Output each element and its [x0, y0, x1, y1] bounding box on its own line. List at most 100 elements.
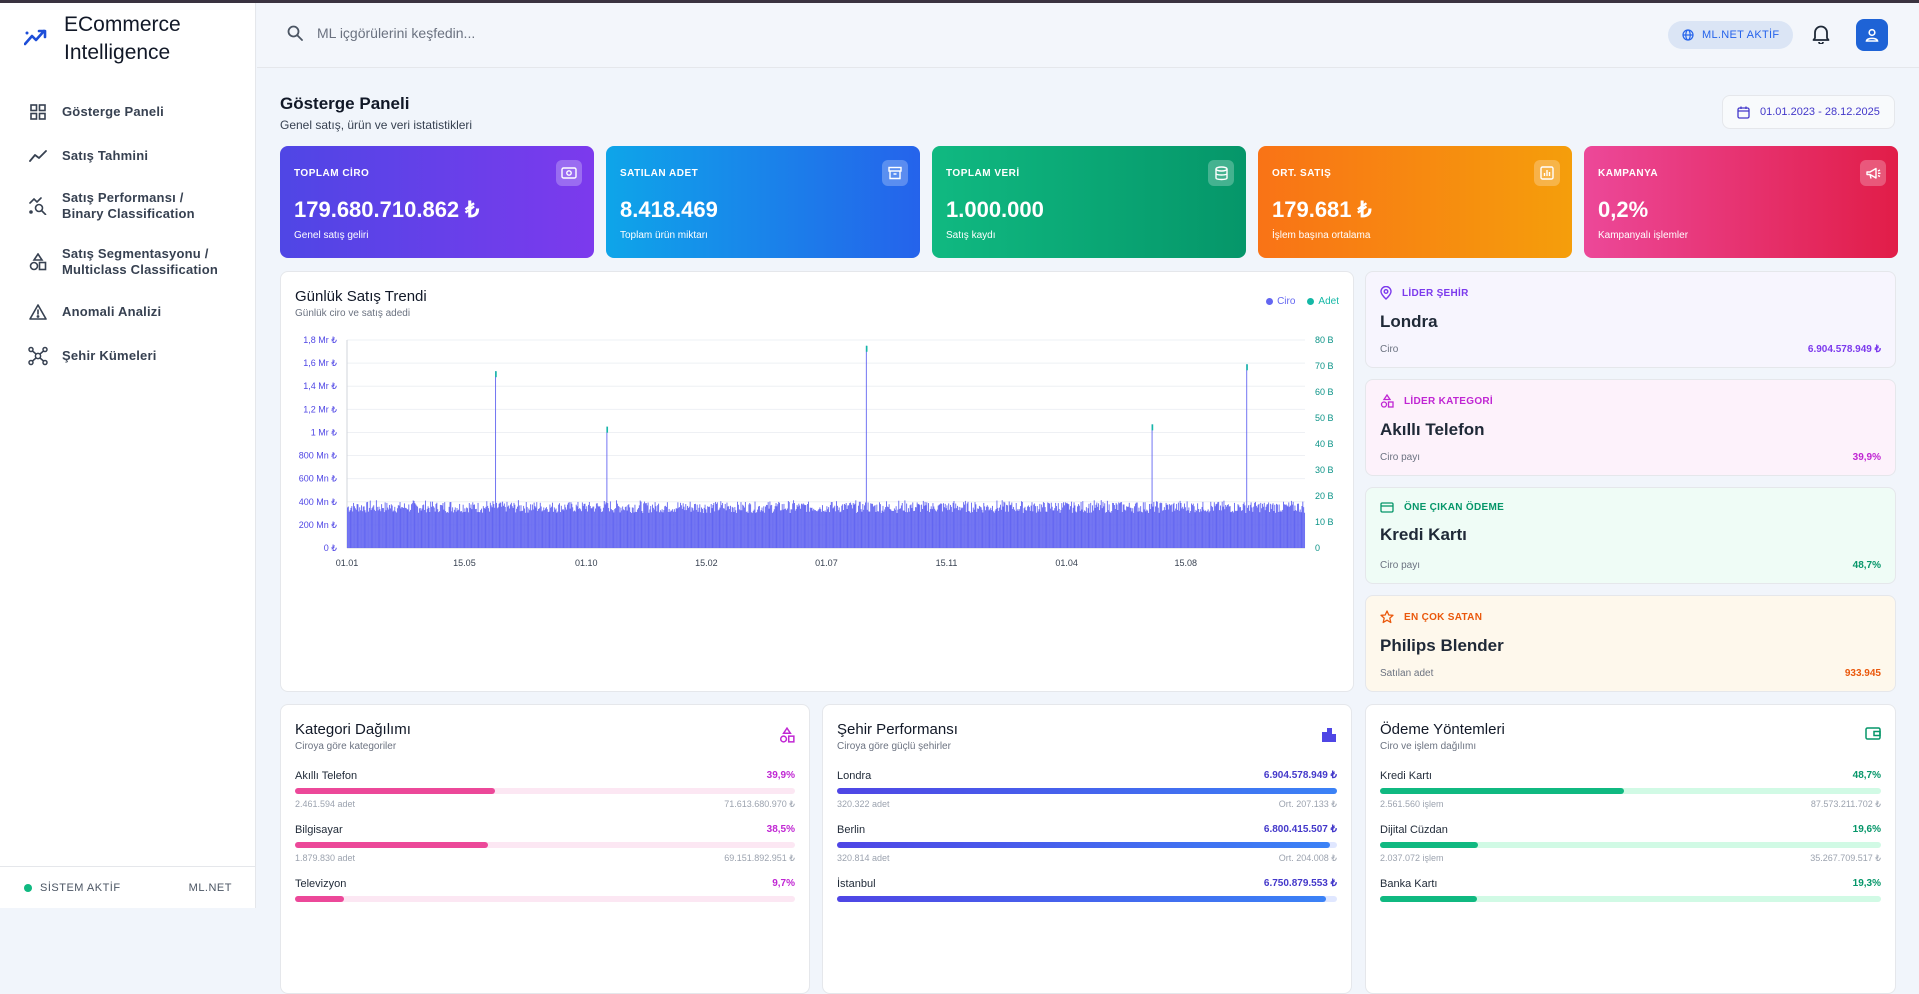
search-input[interactable]	[317, 25, 717, 41]
list-item[interactable]: Kredi Kartı 48,7% 2.561.560 işlem 87.573.21…	[1380, 770, 1881, 810]
ciro-bar	[672, 509, 674, 548]
ciro-bar	[502, 501, 504, 548]
ciro-bar	[1018, 510, 1020, 548]
sidebar-item-dashboard[interactable]: Gösterge Paneli	[0, 90, 256, 134]
ciro-bar	[1241, 510, 1242, 548]
ciro-bar	[750, 504, 752, 548]
date-range-picker[interactable]: 01.01.2023 - 28.12.2025	[1722, 95, 1895, 129]
ciro-bar	[448, 506, 450, 548]
ciro-bar	[474, 509, 476, 548]
ciro-bar	[1269, 503, 1271, 548]
ciro-bar	[1121, 511, 1123, 548]
kpi-subtitle: Toplam ürün miktarı	[620, 230, 708, 241]
ciro-bar	[354, 508, 356, 548]
ciro-bar	[399, 502, 401, 548]
ciro-bar	[410, 509, 412, 548]
y-left-tick-label: 1,2 Mr ₺	[303, 404, 337, 414]
ciro-bar	[730, 505, 731, 548]
date-range-text: 01.01.2023 - 28.12.2025	[1760, 106, 1880, 118]
ciro-bar	[721, 505, 723, 548]
ciro-bar	[1032, 511, 1034, 548]
notifications-button[interactable]	[1812, 24, 1830, 49]
ciro-bar	[746, 511, 748, 548]
ciro-bar	[1014, 509, 1015, 548]
ciro-bar	[388, 509, 390, 548]
legend-item-adet[interactable]: Adet	[1307, 296, 1339, 307]
ciro-bar	[1291, 504, 1293, 548]
ciro-bar	[871, 503, 873, 548]
sidebar-item-city-clusters[interactable]: Şehir Kümeleri	[0, 334, 256, 378]
list-item[interactable]: Dijital Cüzdan 19,6% 2.037.072 işlem 35.267…	[1380, 824, 1881, 864]
ciro-bar	[535, 507, 537, 548]
progress-fill	[295, 896, 344, 902]
ciro-bar	[1059, 512, 1061, 548]
ciro-bar	[531, 510, 532, 548]
ciro-bar	[1011, 502, 1013, 548]
legend-item-ciro[interactable]: Ciro	[1266, 296, 1295, 307]
ciro-bar	[1277, 511, 1279, 548]
ciro-bar	[975, 504, 977, 548]
ciro-bar	[1071, 512, 1073, 548]
ciro-bar	[383, 512, 385, 548]
ciro-bar	[807, 503, 809, 548]
ciro-bar	[878, 511, 880, 548]
app-logo[interactable]: ECommerce Intelligence	[24, 11, 204, 67]
kpi-card-total-data: TOPLAM VERİ 1.000.000 Satış kaydı	[932, 146, 1246, 258]
ciro-bar	[1263, 502, 1265, 548]
ciro-bar	[1268, 502, 1270, 548]
ciro-bar	[1230, 512, 1232, 548]
sidebar-item-label: Anomali Analizi	[62, 304, 162, 319]
ciro-bar	[428, 507, 430, 548]
list-item[interactable]: Akıllı Telefon 39,9% 2.461.594 adet 71.613.…	[295, 770, 795, 810]
ciro-bar	[805, 505, 807, 548]
ciro-bar	[458, 509, 460, 548]
ciro-bar	[1289, 506, 1291, 548]
ciro-bar	[1204, 511, 1206, 548]
ciro-bar	[1252, 511, 1254, 548]
ciro-bar	[471, 509, 473, 548]
ciro-bar	[355, 509, 357, 548]
user-avatar-button[interactable]	[1856, 19, 1888, 51]
ciro-bar	[600, 508, 602, 548]
ciro-bar	[748, 504, 750, 548]
ciro-bar	[783, 503, 785, 548]
ciro-bar	[379, 509, 381, 548]
ciro-bar	[829, 512, 830, 548]
list-item[interactable]: Banka Kartı 19,3%	[1380, 878, 1881, 902]
ciro-bar	[360, 510, 362, 548]
ciro-bar	[1297, 503, 1299, 548]
highlight-foot-value: 6.904.578.949 ₺	[1807, 344, 1881, 355]
ciro-bar	[814, 510, 816, 548]
kpi-value: 0,2%	[1598, 197, 1649, 222]
ciro-bar	[641, 511, 643, 548]
progress-bar	[837, 788, 1337, 794]
list-item[interactable]: Bilgisayar 38,5% 1.879.830 adet 69.151.892.…	[295, 824, 795, 864]
ciro-bar	[470, 504, 472, 548]
list-item[interactable]: Televizyon 9,7%	[295, 878, 795, 902]
sidebar-item-multiclass-classification[interactable]: Satış Segmentasyonu / Multiclass Classif…	[0, 234, 256, 290]
ciro-bar	[479, 512, 481, 548]
list-item[interactable]: Berlin 6.800.415.507 ₺ 320.814 adet Ort. 20…	[837, 824, 1337, 864]
ciro-bar	[819, 507, 821, 548]
sidebar-item-sales-forecast[interactable]: Satış Tahmini	[0, 134, 256, 178]
analytics-logo-icon	[24, 29, 47, 46]
item-name: Banka Kartı	[1380, 878, 1438, 890]
list-item[interactable]: Londra 6.904.578.949 ₺ 320.322 adet Ort. 20…	[837, 770, 1337, 810]
ciro-bar	[1170, 504, 1172, 548]
ciro-bar	[1050, 502, 1052, 548]
sidebar-item-binary-classification[interactable]: Satış Performansı / Binary Classificatio…	[0, 178, 256, 234]
ciro-bar	[1266, 504, 1268, 548]
ciro-bar	[630, 511, 632, 548]
sidebar-item-anomaly-analysis[interactable]: Anomali Analizi	[0, 290, 256, 334]
ciro-bar	[1193, 506, 1195, 548]
ciro-bar	[935, 511, 937, 548]
ciro-bar	[433, 507, 435, 548]
ciro-bar	[949, 509, 951, 548]
list-item[interactable]: İstanbul 6.750.879.553 ₺	[837, 878, 1337, 902]
ciro-bar	[758, 506, 759, 548]
ciro-bar	[680, 505, 682, 548]
ciro-bar	[1109, 511, 1111, 548]
ciro-bar	[1187, 510, 1189, 548]
ciro-bar	[776, 506, 778, 548]
ciro-bar	[738, 509, 740, 548]
